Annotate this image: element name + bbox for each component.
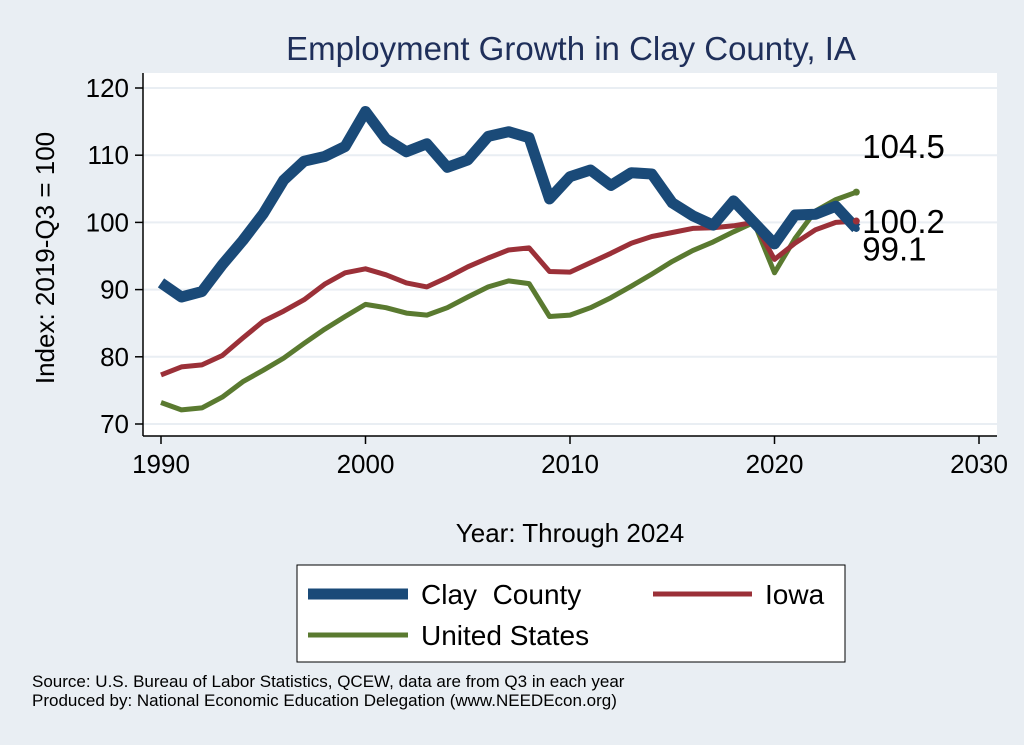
series-line-iowa [160,218,857,378]
x-ticks: 1990 2000 2010 2020 2030 [132,436,1008,479]
y-tick-label: 120 [86,73,129,103]
legend-label-iowa: Iowa [765,579,825,610]
y-tick-label: 70 [100,409,129,439]
x-axis-label: Year: Through 2024 [456,518,684,548]
y-tick-label: 110 [88,140,129,170]
plot-area [143,73,997,436]
end-marker-clay [852,224,860,232]
y-tick-label: 90 [100,275,129,305]
y-ticks: 70 80 90 100 110 120 [86,73,143,439]
x-tick-label: 2020 [746,449,804,479]
x-tick-label: 2010 [541,449,599,479]
series-lines [157,106,861,413]
end-label-clay: 99.1 [862,230,926,267]
x-tick-label: 2030 [950,449,1008,479]
y-axis-label: Index: 2019-Q3 = 100 [30,132,60,384]
legend-label-clay: Clay County [421,579,581,610]
legend: Clay County Iowa United States [308,579,825,651]
x-tick-label: 2000 [337,449,395,479]
legend-label-us: United States [421,620,589,651]
y-tick-label: 80 [100,342,129,372]
producer-note: Produced by: National Economic Education… [32,691,617,710]
legend-box [296,564,846,663]
chart-title: Employment Growth in Clay County, IA [286,30,856,67]
end-label-us: 104.5 [862,128,945,165]
x-tick-label: 1990 [132,449,190,479]
end-label-iowa: 100.2 [862,203,945,240]
end-marker-iowa [852,217,860,225]
y-tick-label: 100 [86,207,129,237]
series-line-us [160,189,858,413]
series-line-clay [157,106,861,303]
end-marker-us [852,188,860,196]
source-note: Source: U.S. Bureau of Labor Statistics,… [32,672,625,691]
